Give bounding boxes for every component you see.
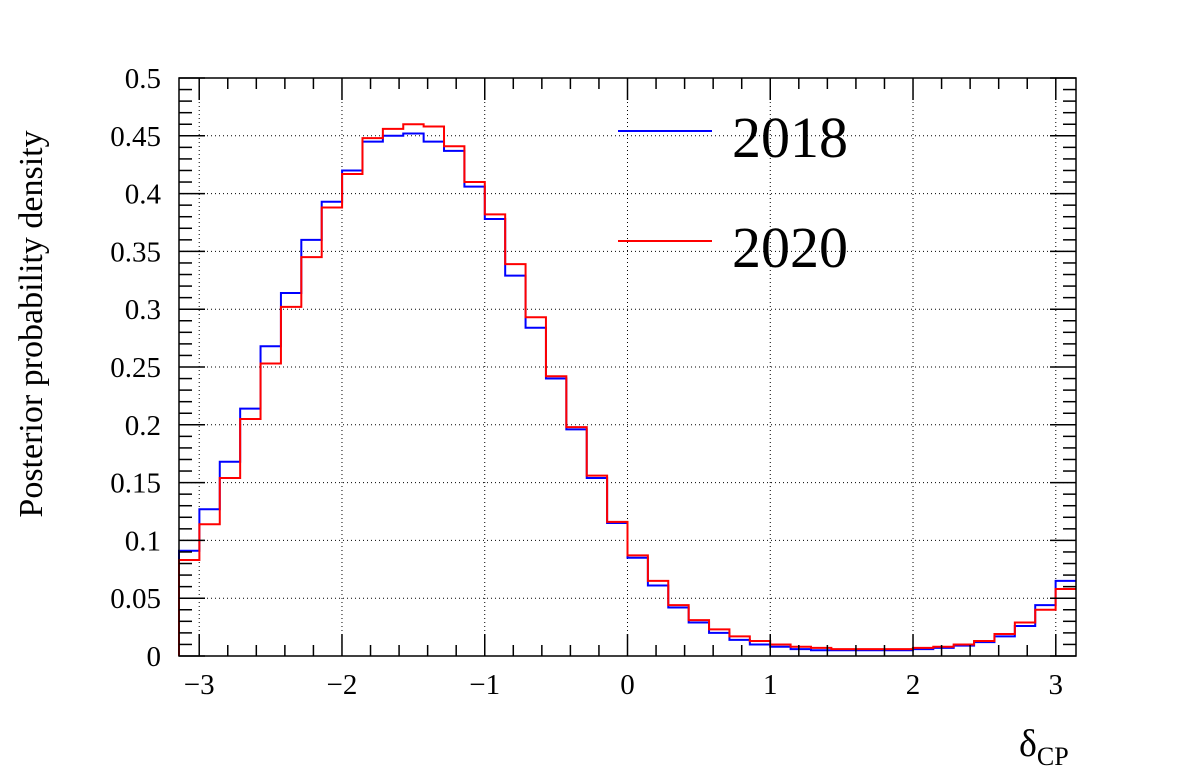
x-axis-label-subscript: CP [1037,742,1069,771]
x-tick-label: −2 [327,669,358,701]
tick-labels: −3 −2 −1 0 1 2 3 0 0.05 0.1 0.15 0.2 0.25 0.3 0.35 0.4 0… [110,63,1063,701]
legend-label-2020: 2020 [732,215,848,280]
y-tick-label: 0.15 [110,468,161,500]
y-tick-label: 0.5 [125,63,161,95]
y-tick-label: 0.05 [110,583,161,615]
x-tick-label: −1 [469,669,500,701]
x-tick-label: 1 [763,669,778,701]
y-tick-label: 0.2 [125,410,161,442]
y-tick-label: 0.45 [110,121,161,153]
y-tick-label: 0.1 [125,525,161,557]
y-tick-label: 0.25 [110,352,161,384]
axis-ticks [179,77,1076,657]
x-axis-label: δCP [1019,723,1069,771]
legend: 2018 2020 [618,105,848,280]
series-line-2020 [178,123,1076,656]
y-axis-label: Posterior probability density [13,130,50,517]
legend-label-2018: 2018 [732,105,848,170]
y-tick-label: 0.35 [110,236,161,268]
x-tick-label: −3 [184,669,215,701]
x-axis-label-main: δ [1019,723,1037,765]
grid-lines [179,78,1076,656]
x-tick-label: 0 [620,669,635,701]
x-tick-label: 3 [1049,669,1064,701]
x-tick-label: 2 [906,669,921,701]
y-tick-label: 0.3 [125,294,161,326]
y-tick-label: 0 [147,641,162,673]
histogram-series [178,123,1076,656]
y-tick-label: 0.4 [125,179,162,211]
